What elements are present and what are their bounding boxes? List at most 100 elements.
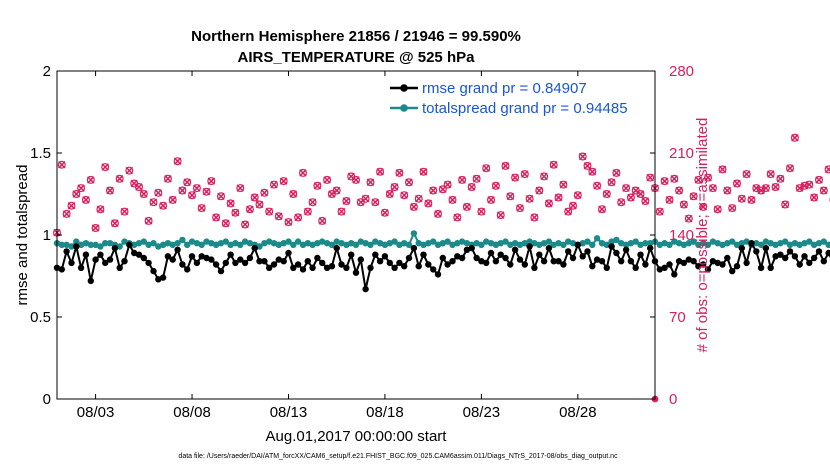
left-tick-label: 0: [43, 391, 51, 408]
obs-possible-marker: [178, 186, 187, 195]
obs-count-point: [824, 165, 830, 174]
obs-count-point: [747, 195, 756, 204]
obs-assimilated-marker: [511, 173, 519, 182]
obs-count-point: [294, 213, 303, 222]
spread-point: [709, 238, 717, 245]
obs-assimilated-marker: [675, 186, 683, 195]
rmse-point: [135, 251, 143, 258]
spread-point: [762, 238, 770, 245]
obs-assimilated-marker: [747, 196, 756, 204]
obs-assimilated-marker: [549, 160, 558, 169]
x-axis-label: Aug.01,2017 00:00:00 start: [266, 428, 448, 445]
obs-possible-marker: [443, 180, 452, 189]
spread-point: [449, 241, 456, 248]
spread-point: [179, 236, 186, 244]
rmse-point: [420, 251, 427, 258]
obs-possible-marker: [713, 205, 722, 214]
obs-possible-marker: [168, 195, 177, 204]
obs-count-point: [535, 186, 544, 195]
obs-assimilated-marker: [588, 168, 597, 176]
obs-count-point: [105, 186, 114, 195]
spread-point: [169, 241, 176, 248]
rmse-point: [275, 256, 282, 263]
rmse-point: [531, 264, 538, 271]
rmse-point: [169, 256, 176, 263]
obs-count-point: [202, 187, 211, 196]
rmse-point: [483, 259, 490, 267]
rmse-point: [680, 259, 688, 267]
rmse-point: [237, 256, 244, 263]
obs-count-point: [718, 165, 727, 174]
obs-assimilated-marker: [115, 175, 124, 183]
obs-possible-marker: [568, 201, 577, 210]
left-axis-label: rmse and totalspread: [14, 165, 31, 306]
obs-count-point: [380, 208, 389, 217]
obs-possible-marker: [323, 175, 332, 184]
rmse-point: [314, 254, 321, 262]
spread-point: [801, 240, 808, 247]
obs-possible-marker: [491, 181, 500, 190]
obs-possible-marker: [163, 174, 172, 183]
obs-count-point: [554, 193, 563, 202]
obs-assimilated-marker: [728, 204, 736, 212]
obs-assimilated-marker: [87, 176, 95, 184]
rmse-point: [280, 258, 287, 265]
obs-assimilated-marker: [574, 191, 582, 199]
spread-point: [188, 238, 196, 245]
spread-point: [632, 238, 639, 245]
obs-count-point: [487, 195, 496, 204]
obs-assimilated-marker: [318, 217, 326, 225]
obs-assimilated-marker: [622, 184, 630, 192]
obs-assimilated-marker: [525, 194, 534, 203]
spread-point: [743, 238, 750, 245]
obs-possible-marker: [207, 177, 216, 186]
obs-possible-marker: [814, 175, 823, 184]
obs-assimilated-marker: [106, 186, 114, 195]
rmse-point: [270, 261, 278, 268]
rmse-point: [507, 261, 514, 268]
spread-point: [275, 241, 282, 248]
rmse-point: [603, 264, 610, 271]
spread-point: [343, 241, 350, 248]
totalspread-series: [53, 230, 830, 250]
obs-assimilated-marker: [723, 186, 732, 195]
spread-point: [608, 238, 615, 245]
obs-assimilated-marker: [58, 160, 66, 169]
obs-assimilated-marker: [578, 152, 587, 161]
rmse-point: [159, 274, 167, 281]
rmse-point: [704, 266, 712, 273]
spread-point: [304, 240, 311, 247]
obs-assimilated-marker: [434, 210, 442, 218]
obs-count-point: [323, 175, 332, 184]
obs-possible-marker: [723, 186, 732, 195]
obs-count-point: [409, 202, 418, 211]
obs-count-point: [453, 213, 462, 222]
spread-point: [150, 240, 157, 247]
obs-possible-marker: [299, 168, 308, 177]
rmse-point: [618, 258, 625, 265]
obs-possible-marker: [564, 207, 573, 216]
rmse-point: [786, 248, 794, 255]
spread-point: [458, 238, 466, 245]
rmse-point: [290, 264, 297, 271]
rmse-point: [700, 261, 707, 268]
spread-point: [294, 238, 302, 245]
obs-count-point: [303, 207, 312, 216]
obs-possible-marker: [626, 193, 635, 202]
spread-point: [675, 240, 683, 247]
obs-count-point: [617, 198, 626, 207]
rmse-point: [820, 258, 827, 265]
obs-possible-marker: [453, 213, 462, 222]
obs-count-point: [352, 175, 361, 184]
rmse-point: [430, 266, 437, 273]
obs-assimilated-marker: [791, 134, 799, 142]
spread-point: [87, 241, 95, 248]
obs-possible-marker: [192, 184, 201, 193]
obs-assimilated-marker: [492, 182, 500, 190]
obs-count-point: [96, 205, 105, 214]
spread-point: [695, 241, 702, 248]
left-tick-label: 0.5: [30, 309, 51, 326]
obs-possible-marker: [173, 157, 182, 166]
rmse-point: [608, 243, 615, 250]
spread-point: [531, 240, 538, 247]
